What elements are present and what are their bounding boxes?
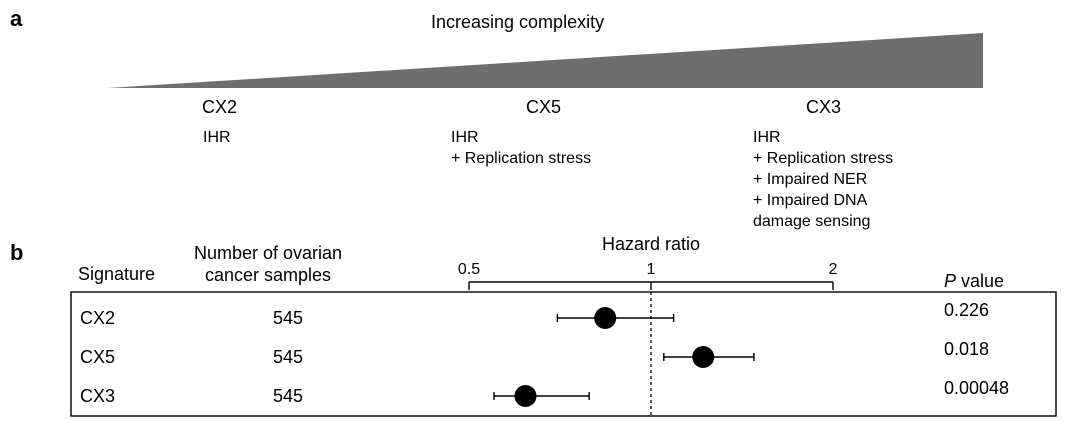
cx5-feature-line: + Replication stress [451, 150, 592, 167]
pvalue-header-italic: P [944, 271, 957, 291]
pvalue-header-rest: value [956, 271, 1005, 291]
samples-header-line: Number of ovarian [194, 243, 343, 263]
forest-row: CX3 545 0.00048 [80, 378, 1009, 407]
axis-tick-label: 0.5 [458, 261, 480, 278]
hazard-ratio-point [514, 385, 537, 407]
cx2-feature-line: IHR [203, 129, 231, 146]
row-pvalue: 0.00048 [944, 378, 1009, 398]
row-samples: 545 [273, 308, 303, 328]
cx3-title: CX3 [806, 97, 842, 117]
cx3-feature-line: IHR [753, 129, 781, 146]
hazard-ratio-title: Hazard ratio [602, 234, 700, 254]
axis-tick-label: 1 [647, 261, 656, 278]
row-samples: 545 [273, 386, 303, 406]
cx3-feature-line: + Impaired DNA [753, 192, 868, 209]
axis-tick-label: 2 [829, 261, 838, 278]
cx3-features: IHR + Replication stress + Impaired NER … [753, 127, 893, 232]
signature-column-header: Signature [78, 264, 156, 284]
row-pvalue: 0.226 [944, 300, 989, 320]
pvalue-column-header: P value [944, 271, 1004, 292]
cx3-feature-line: damage sensing [753, 213, 871, 230]
wedge-shape [108, 33, 983, 88]
forest-row: CX5 545 0.018 [80, 339, 989, 368]
panel-b-label: b [10, 240, 24, 265]
row-samples: 545 [273, 347, 303, 367]
samples-column-header: Number of ovarian cancer samples [194, 242, 342, 286]
table-frame [70, 291, 1057, 417]
cx3-feature-line: + Impaired NER [753, 171, 868, 188]
row-signature: CX3 [80, 386, 115, 406]
cx2-title: CX2 [202, 97, 238, 117]
panel-a-label: a [10, 6, 23, 31]
forest-row: CX2 545 0.226 [80, 300, 989, 329]
cx3-feature-line: + Replication stress [753, 150, 894, 167]
samples-header-line: cancer samples [205, 265, 332, 285]
row-signature: CX2 [80, 308, 115, 328]
cx5-feature-line: IHR [451, 129, 479, 146]
forest-rows: CX2 545 0.226 CX5 545 0.018 CX3 545 0.00048 [80, 300, 1009, 407]
cx2-features: IHR [203, 127, 231, 148]
row-pvalue: 0.018 [944, 339, 989, 359]
hazard-ratio-point [692, 346, 715, 368]
cx5-features: IHR + Replication stress [451, 127, 591, 169]
hazard-ratio-point [594, 307, 617, 329]
cx5-title: CX5 [526, 97, 562, 117]
complexity-wedge [108, 33, 983, 88]
row-signature: CX5 [80, 347, 115, 367]
hr-axis: 0.5 1 2 [458, 261, 838, 290]
complexity-title: Increasing complexity [431, 12, 605, 32]
